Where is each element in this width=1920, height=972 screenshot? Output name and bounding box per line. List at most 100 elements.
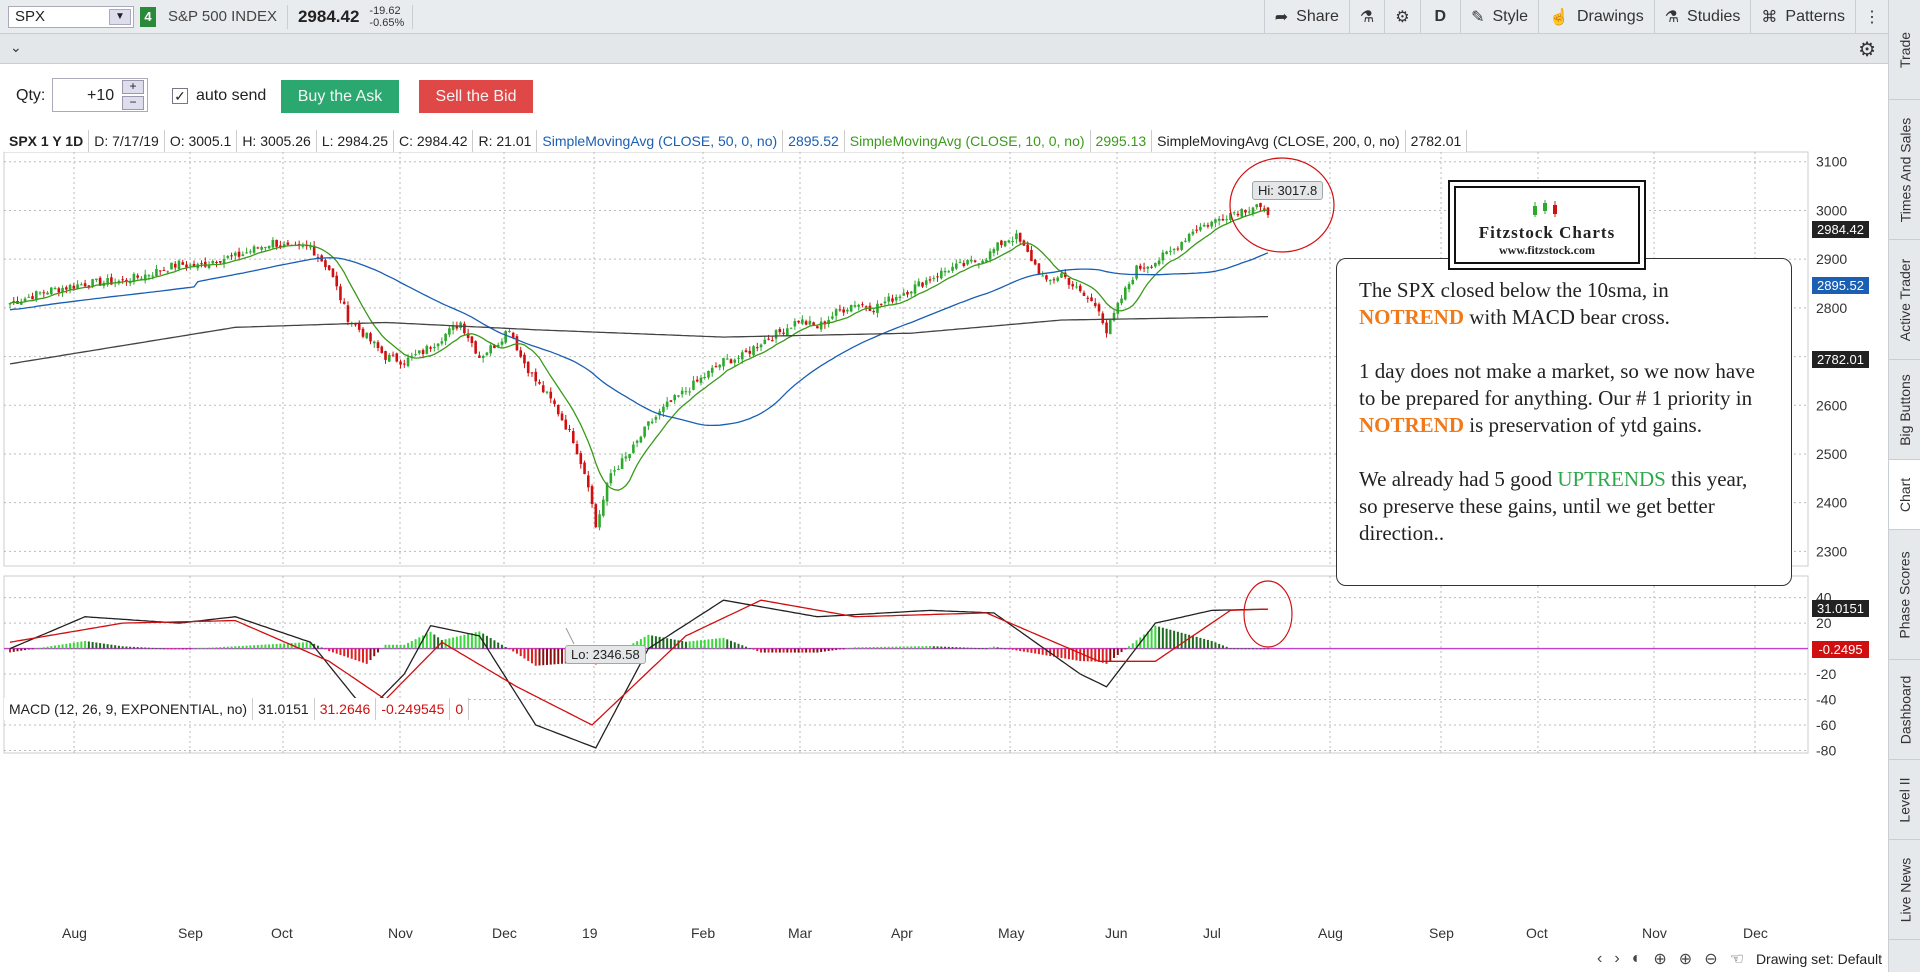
macd-histogram-bar <box>1203 638 1206 649</box>
studies-label: Studies <box>1687 8 1741 25</box>
minus-icon[interactable]: − <box>122 96 144 110</box>
macd-histogram-bar <box>166 648 169 650</box>
candle-body <box>639 436 643 443</box>
candle-body <box>1157 260 1161 265</box>
candle-body <box>947 271 951 273</box>
macd-histogram-bar <box>24 648 27 651</box>
macd-histogram-bar <box>1011 648 1014 650</box>
macd-histogram-bar <box>463 634 466 649</box>
tab-times-and-sales[interactable]: Times And Sales <box>1889 100 1920 240</box>
speed-icon[interactable]: ◐ <box>1631 950 1642 967</box>
flask-button[interactable]: ⚗ <box>1348 0 1384 34</box>
macd-histogram-bar <box>365 648 368 664</box>
sell-bid-button[interactable]: Sell the Bid <box>419 80 533 113</box>
patterns-button[interactable]: ⌘ Patterns <box>1750 0 1855 34</box>
scroll-right-icon[interactable]: › <box>1614 950 1620 967</box>
macd-histogram-bar <box>410 641 413 649</box>
zoom-out-icon[interactable]: ⊖ <box>1704 951 1718 968</box>
tab-trade[interactable]: Trade <box>1889 0 1920 100</box>
settings-button[interactable]: ⚙ <box>1384 0 1419 34</box>
timeframe-button[interactable]: D <box>1419 0 1461 34</box>
candle-body <box>286 242 290 245</box>
macd-histogram-bar <box>155 648 158 649</box>
candle-body <box>898 296 902 298</box>
candle-body <box>158 270 162 272</box>
macd-histogram-bar <box>384 644 387 649</box>
studies-button[interactable]: ⚗ Studies <box>1653 0 1751 34</box>
sma10-label[interactable]: SimpleMovingAvg (CLOSE, 10, 0, no) <box>845 130 1091 152</box>
macd-histogram-bar <box>752 648 755 650</box>
candle-body <box>861 304 864 306</box>
macd-histogram-bar <box>200 648 203 649</box>
share-button[interactable]: ➦ Share <box>1263 0 1349 34</box>
candle-body <box>436 343 440 347</box>
link-group-badge[interactable]: 4 <box>140 6 156 27</box>
toolbar-menu-button[interactable]: ⋮ <box>1855 0 1888 34</box>
tab-chart[interactable]: Chart <box>1889 460 1920 530</box>
macd-histogram-bar <box>271 644 274 649</box>
logo-frame: Fitzstock Charts www.fitzstock.com <box>1454 186 1640 264</box>
candle-body <box>872 311 876 313</box>
tab-phase-scores[interactable]: Phase Scores <box>1889 530 1920 660</box>
zoom-in-icon[interactable]: ⊕ <box>1678 951 1693 968</box>
gear-icon[interactable]: ⚙ <box>1858 39 1876 61</box>
symbol-selector[interactable]: SPX ▼ <box>8 5 134 28</box>
highlight-circle <box>1229 157 1335 253</box>
macd-histogram-bar <box>737 643 740 649</box>
macd-histogram-bar <box>1034 648 1037 654</box>
candle-body <box>459 322 462 329</box>
candle-body <box>1000 240 1003 246</box>
candle-body <box>282 244 286 248</box>
drawing-set-label[interactable]: Drawing set: Default <box>1755 951 1882 967</box>
x-tick-label: Jul <box>1203 925 1221 941</box>
tab-live-news[interactable]: Live News <box>1889 840 1920 940</box>
tab-active-trader[interactable]: Active Trader <box>1889 240 1920 360</box>
high-tag: Hi: 3017.8 <box>1252 181 1324 200</box>
candle-body <box>27 296 31 298</box>
style-button[interactable]: ✎ Style <box>1460 0 1538 34</box>
sma50-label[interactable]: SimpleMovingAvg (CLOSE, 50, 0, no) <box>537 130 784 152</box>
sma200-label[interactable]: SimpleMovingAvg (CLOSE, 200, 0, no) <box>1152 130 1406 152</box>
buy-ask-button[interactable]: Buy the Ask <box>281 80 399 113</box>
candle-body <box>534 371 538 382</box>
macd-histogram-bar <box>1090 648 1093 662</box>
crosshair-icon[interactable]: ⊕ <box>1653 951 1667 968</box>
candle-body <box>819 321 823 330</box>
candle-body <box>1202 224 1206 227</box>
candle-body <box>271 239 275 248</box>
macd-histogram-bar <box>1015 648 1018 651</box>
macd-tick-label: -20 <box>1816 666 1836 682</box>
qty-stepper[interactable]: + − <box>122 80 144 110</box>
candle-body <box>211 261 215 264</box>
high-value: H: 3005.26 <box>237 130 317 152</box>
macd-histogram-bar <box>16 648 19 652</box>
plus-icon[interactable]: + <box>122 80 144 94</box>
tab-level-ii[interactable]: Level II <box>1889 760 1920 840</box>
candle-body <box>571 431 575 444</box>
macd-histogram-bar <box>238 646 241 649</box>
macd-tick-label: -40 <box>1816 692 1836 708</box>
candle-body <box>695 379 699 382</box>
chevron-down-icon[interactable]: ▼ <box>109 8 131 25</box>
note-text: this year, so preserve these gains, unti… <box>1359 467 1748 545</box>
candle-body <box>463 323 466 334</box>
auto-send-checkbox[interactable]: ✓ <box>172 88 188 104</box>
sma10-value: 2995.13 <box>1091 130 1153 152</box>
macd-histogram-bar <box>106 644 109 649</box>
candle-body <box>804 321 808 325</box>
tab-big-buttons[interactable]: Big Buttons <box>1889 360 1920 460</box>
candle-body <box>316 257 320 259</box>
tab-dashboard[interactable]: Dashboard <box>1889 660 1920 760</box>
macd-histogram-bar <box>422 635 425 649</box>
candle-body <box>1101 313 1105 324</box>
collapse-chevron-icon[interactable]: ⌄ <box>10 39 22 55</box>
candle-body <box>1259 203 1262 208</box>
macd-histogram-bar <box>193 648 196 650</box>
pan-hand-icon[interactable]: ☜ <box>1729 951 1744 968</box>
macd-label[interactable]: MACD (12, 26, 9, EXPONENTIAL, no) <box>4 698 254 720</box>
candle-body <box>188 264 192 266</box>
scroll-left-icon[interactable]: ‹ <box>1597 950 1603 967</box>
macd-histogram-bar <box>1244 648 1247 650</box>
drawings-button[interactable]: ☝ Drawings <box>1538 0 1654 34</box>
candle-body <box>485 352 489 356</box>
